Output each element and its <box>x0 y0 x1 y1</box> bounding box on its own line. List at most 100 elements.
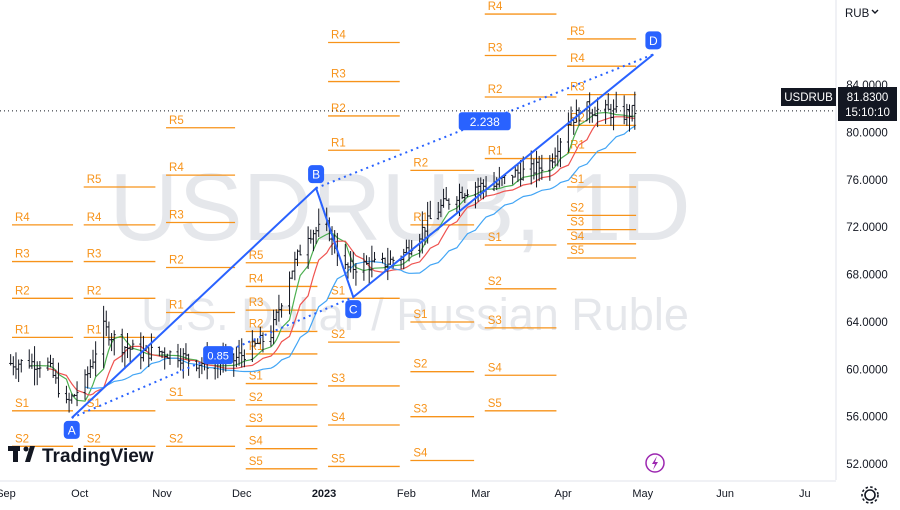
pivot-label-s1: S1 <box>570 174 584 186</box>
pivot-label-r2: R2 <box>87 285 102 297</box>
x-tick-label: Dec <box>232 488 252 500</box>
pattern-point-c-box <box>345 300 362 319</box>
settings-button[interactable] <box>861 486 879 504</box>
tradingview-logo-icon <box>8 446 35 462</box>
pattern-point-a-box <box>63 420 80 439</box>
x-tick-label: Apr <box>555 488 572 500</box>
x-tick-label: Oct <box>71 488 88 500</box>
currency-label: RUB <box>845 8 870 20</box>
pivot-label-s2: S2 <box>249 392 263 404</box>
pivot-label-r1: R1 <box>15 324 30 336</box>
pivot-label-r4: R4 <box>169 162 184 174</box>
watermark-description: U.S. Dollar / Russian Ruble <box>141 289 689 340</box>
pivot-label-s3: S3 <box>570 217 584 229</box>
pivot-label-s3: S3 <box>488 315 502 327</box>
y-tick-label: 68.0000 <box>846 270 888 282</box>
x-tick-label: Feb <box>397 488 416 500</box>
pattern-point-d-box <box>645 31 662 50</box>
pivot-label-s5: S5 <box>570 245 584 257</box>
pivot-label-s5: S5 <box>488 398 502 410</box>
pivot-label-s1: S1 <box>331 285 345 297</box>
price-axis[interactable]: 84.000080.000076.000072.000068.000064.00… <box>835 0 900 480</box>
pivot-label-s1: S1 <box>169 387 183 399</box>
fib-ratio-label: 2.238 <box>470 115 500 129</box>
pivot-label-r4: R4 <box>331 30 346 42</box>
y-tick-label: 52.0000 <box>846 459 888 471</box>
pivot-label-r5: R5 <box>570 26 585 38</box>
pivot-label-s2: S2 <box>169 433 183 445</box>
pivot-label-s5: S5 <box>331 453 345 465</box>
pivot-label-r3: R3 <box>87 249 102 261</box>
pivot-label-r5: R5 <box>249 250 264 262</box>
time-axis[interactable]: Sep Oct Nov Dec 2023 Feb Mar Apr May Jun Ju <box>0 480 900 510</box>
pivot-label-r3: R3 <box>249 297 264 309</box>
price-tag-value: 81.8300 <box>847 92 889 104</box>
pivot-label-r1: R1 <box>331 137 346 149</box>
currency-selector[interactable]: RUB <box>845 8 879 20</box>
pattern-point-c: C <box>349 303 358 317</box>
y-tick-label: 76.0000 <box>846 175 888 187</box>
x-tick-label: Mar <box>471 488 490 500</box>
x-tick-label: Ju <box>799 488 811 500</box>
abcd-pattern[interactable]: A B C D 2.238 0.85 <box>63 31 662 439</box>
pivot-label-s2: S2 <box>87 433 101 445</box>
tradingview-logo[interactable]: TradingView <box>8 446 154 467</box>
tradingview-logo-text: TradingView <box>42 446 154 467</box>
pattern-point-a: A <box>68 423 76 437</box>
pivot-label-r2: R2 <box>488 84 503 96</box>
chevron-down-icon <box>871 9 879 14</box>
pivot-label-r1: R1 <box>87 324 102 336</box>
pivot-label-s1: S1 <box>488 232 502 244</box>
pivot-levels: R4 R3 R2 R1 S1 S2 R5 R4 R3 R2 R1 S1 S2 R5 R4 R3 R2 R1 S1 S2… <box>12 1 637 470</box>
pivot-label-s4: S4 <box>249 436 264 448</box>
fib-ratio-box <box>458 112 511 131</box>
pivot-label-s2: S2 <box>15 433 29 445</box>
pivot-label-s3: S3 <box>413 404 427 416</box>
pivot-label-r4: R4 <box>15 212 30 224</box>
pivot-label-s1: S1 <box>249 371 263 383</box>
pivot-label-s3: S3 <box>331 373 345 385</box>
watermark-symbol: USDRUB, 1D <box>109 154 690 261</box>
pivot-label-s2: S2 <box>570 202 584 214</box>
x-tick-label: Sep <box>0 488 16 500</box>
pivot-label-r3: R3 <box>169 210 184 222</box>
pivot-label-r4: R4 <box>87 212 102 224</box>
pivot-label-s2: S2 <box>488 276 502 288</box>
pivot-label-r4: R4 <box>249 273 264 285</box>
pivot-label-r3: R3 <box>488 43 503 55</box>
pivot-label-s4: S4 <box>331 412 346 424</box>
y-tick-label: 80.0000 <box>846 128 888 140</box>
y-tick-label: 64.0000 <box>846 317 888 329</box>
watermark: USDRUB, 1D U.S. Dollar / Russian Ruble <box>109 154 690 340</box>
pivot-label-r2: R2 <box>331 103 346 115</box>
abcd-legs <box>71 53 655 419</box>
price-label: USDRUB 81.8300 15:10:10 <box>781 87 897 121</box>
pivot-label-r1: R1 <box>488 146 503 158</box>
pivot-label-r1: R1 <box>169 300 184 312</box>
pivot-label-s2: S2 <box>413 359 427 371</box>
pivot-label-r5: R5 <box>87 174 102 186</box>
x-tick-label: Jun <box>716 488 734 500</box>
pivot-label-s1: S1 <box>413 309 427 321</box>
x-tick-label: May <box>632 488 653 500</box>
pivot-label-r3: R3 <box>570 82 585 94</box>
fib-ratio-label-2: 0.85 <box>207 351 228 363</box>
y-tick-label: 56.0000 <box>846 412 888 424</box>
symbol-tag <box>781 88 836 106</box>
pivot-label-s1: S1 <box>15 398 29 410</box>
pivot-label-r2: R2 <box>249 318 264 330</box>
pivot-label-s4: S4 <box>488 362 503 374</box>
lightning-icon <box>652 456 658 470</box>
y-tick-label: 72.0000 <box>846 222 888 234</box>
pivot-label-r1: R1 <box>570 140 585 152</box>
gear-icon <box>864 489 876 501</box>
lightning-button[interactable] <box>645 453 665 473</box>
fib-ratio-box-2 <box>203 346 234 365</box>
pivot-label-s3: S3 <box>249 413 263 425</box>
pivot-label-s5: S5 <box>249 456 263 468</box>
pattern-point-b-box <box>308 165 325 184</box>
pivot-label-r4: R4 <box>570 53 585 65</box>
price-tag <box>838 87 897 121</box>
pivot-label-r3: R3 <box>331 69 346 81</box>
